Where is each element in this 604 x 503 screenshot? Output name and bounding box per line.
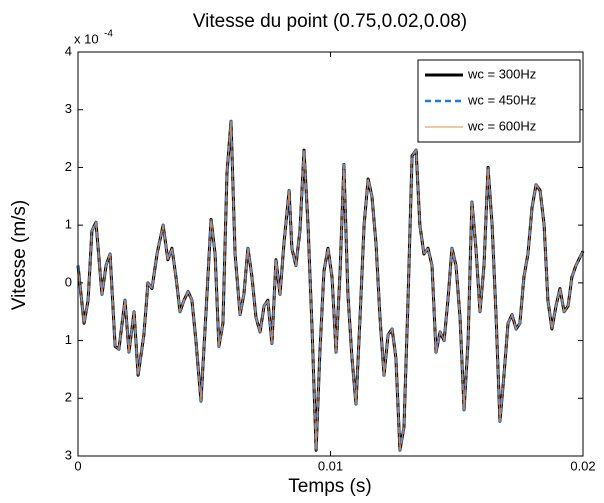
legend-label: wc = 600Hz	[467, 118, 536, 133]
y-tick-label: 2	[65, 159, 72, 174]
y-tick-label: 4	[65, 43, 72, 58]
data-line	[77, 120, 584, 451]
x-axis-label: Temps (s)	[288, 476, 371, 497]
x-tick-label: 0	[74, 458, 81, 473]
y-axis-label: Vitesse (m/s)	[9, 200, 30, 311]
y-tick-label: 3	[65, 447, 72, 462]
y-tick-label: 3	[65, 101, 72, 116]
chart-title: Vitesse du point (0.75,0.02,0.08)	[193, 11, 467, 32]
y-tick-label: 0	[65, 274, 72, 289]
legend-label: wc = 450Hz	[467, 92, 536, 107]
y-tick-label: 2	[65, 390, 72, 405]
y-multiplier-exponent: -4	[104, 29, 113, 40]
plot-frame	[77, 51, 584, 457]
x-tick-label: 0.02	[570, 458, 595, 473]
y-multiplier: x 10	[74, 31, 99, 46]
y-tick-label: 1	[65, 332, 72, 347]
y-tick-label: 1	[65, 217, 72, 232]
legend-label: wc = 300Hz	[467, 66, 536, 81]
x-tick-label: 0.01	[318, 458, 343, 473]
